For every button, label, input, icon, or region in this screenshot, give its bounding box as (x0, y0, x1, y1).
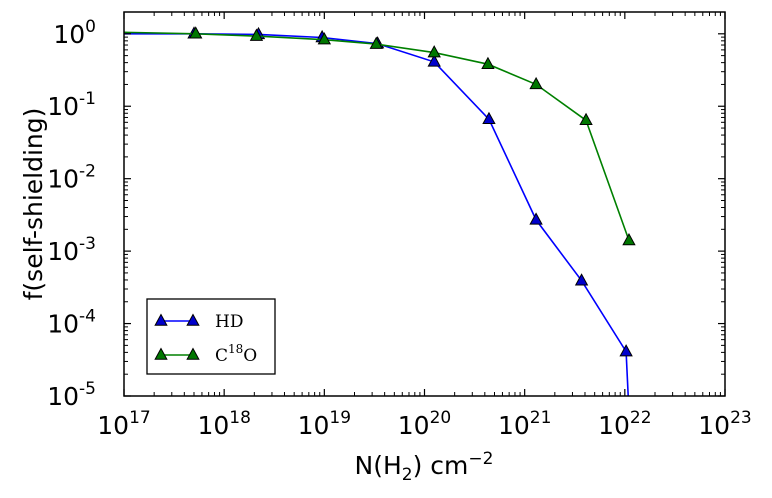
legend-entry-c18o: C18O (154, 342, 257, 366)
y-axis-label: f(self-shielding) (19, 108, 48, 301)
x-tick-label: 1017 (97, 408, 150, 440)
data-point-c18o (317, 32, 332, 45)
data-point-hd (619, 344, 633, 357)
y-tick-label: 10-1 (47, 89, 96, 121)
legend-entry-hd: HD (154, 312, 243, 332)
data-point-c18o (189, 26, 203, 39)
x-tick-label: 1021 (498, 408, 551, 440)
legend-marker (186, 347, 200, 360)
legend-label: C18O (215, 342, 257, 366)
y-tick-label: 10-3 (47, 234, 96, 266)
y-tick-label: 10-4 (47, 307, 96, 339)
data-point-c18o (249, 28, 264, 41)
data-point-hd (574, 273, 589, 286)
data-point-c18o (427, 45, 441, 58)
x-tick-label: 1018 (197, 408, 250, 440)
legend-marker (154, 347, 168, 360)
data-point-c18o (579, 112, 593, 126)
y-tick-label: 10-5 (47, 379, 96, 411)
series-layer (123, 26, 636, 397)
data-point-c18o (529, 76, 543, 90)
legend-marker (154, 313, 168, 326)
data-point-hd (482, 111, 496, 125)
data-point-c18o (622, 232, 636, 246)
x-tick-label: 1022 (598, 408, 651, 440)
legend: HD C18O (146, 298, 276, 375)
data-point-c18o (369, 36, 383, 49)
y-tick-label: 100 (53, 17, 96, 49)
legend-box (146, 298, 276, 375)
x-tick-label: 1020 (398, 408, 451, 440)
series-line-c18o (123, 31, 630, 241)
series-c18o (123, 26, 636, 246)
label-layer: 1017 1018 1019 1020 1021 1022 1023 100 10-1 10-2 1… (47, 17, 751, 440)
data-point-c18o (481, 56, 495, 69)
x-tick-label: 1019 (298, 408, 351, 440)
y-tick-label: 10-2 (47, 162, 96, 194)
x-tick-label: 1023 (698, 408, 751, 440)
legend-label: HD (215, 312, 243, 332)
x-axis-label: N(H2) cm−2 (355, 449, 494, 485)
legend-marker (186, 313, 200, 326)
data-point-hd (427, 54, 441, 67)
data-point-hd (529, 212, 543, 225)
plot-frame (123, 11, 726, 397)
